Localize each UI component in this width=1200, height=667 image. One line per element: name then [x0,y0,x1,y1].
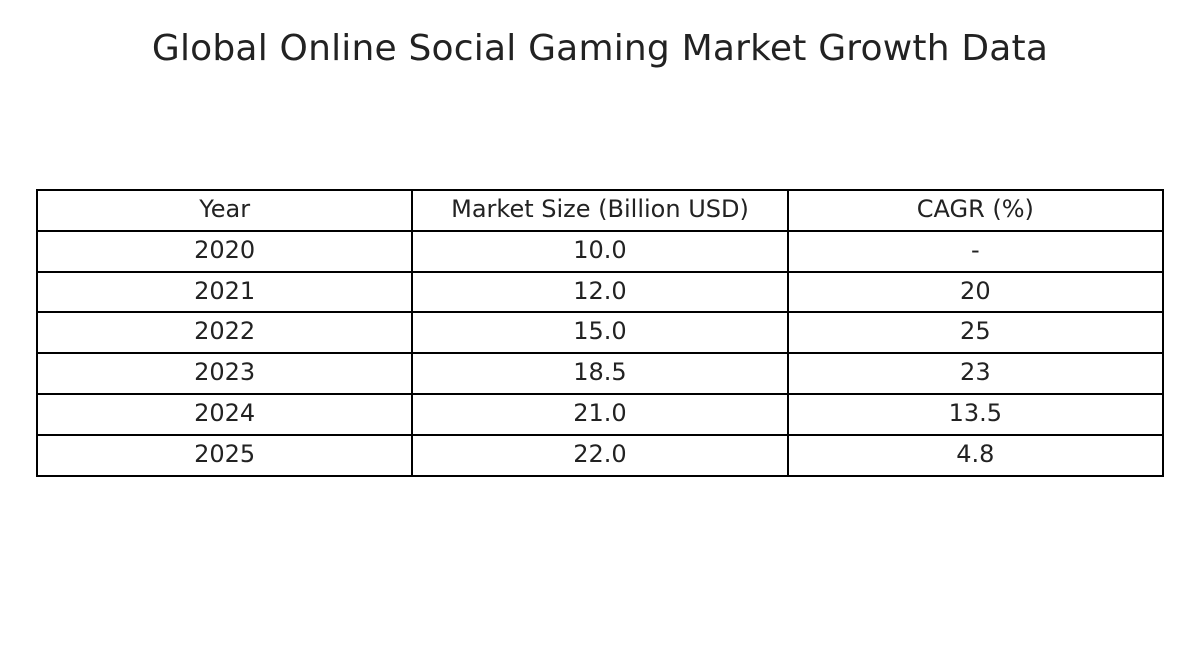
table-header-row: Year Market Size (Billion USD) CAGR (%) [37,190,1163,231]
cell-marketsize: 10.0 [412,231,787,272]
data-table: Year Market Size (Billion USD) CAGR (%) … [36,189,1164,477]
col-header-cagr: CAGR (%) [788,190,1163,231]
cell-year: 2020 [37,231,412,272]
col-header-year: Year [37,190,412,231]
table-row: 2023 18.5 23 [37,353,1163,394]
cell-year: 2024 [37,394,412,435]
cell-cagr: 4.8 [788,435,1163,476]
table-row: 2022 15.0 25 [37,312,1163,353]
table-row: 2024 21.0 13.5 [37,394,1163,435]
cell-cagr: 13.5 [788,394,1163,435]
page: Global Online Social Gaming Market Growt… [0,0,1200,667]
cell-year: 2021 [37,272,412,313]
page-title: Global Online Social Gaming Market Growt… [36,28,1164,69]
cell-cagr: 20 [788,272,1163,313]
cell-cagr: - [788,231,1163,272]
table-row: 2025 22.0 4.8 [37,435,1163,476]
cell-marketsize: 12.0 [412,272,787,313]
cell-cagr: 23 [788,353,1163,394]
cell-year: 2023 [37,353,412,394]
table-row: 2021 12.0 20 [37,272,1163,313]
cell-year: 2025 [37,435,412,476]
cell-marketsize: 21.0 [412,394,787,435]
cell-year: 2022 [37,312,412,353]
cell-marketsize: 18.5 [412,353,787,394]
col-header-marketsize: Market Size (Billion USD) [412,190,787,231]
cell-marketsize: 15.0 [412,312,787,353]
cell-cagr: 25 [788,312,1163,353]
table-row: 2020 10.0 - [37,231,1163,272]
cell-marketsize: 22.0 [412,435,787,476]
